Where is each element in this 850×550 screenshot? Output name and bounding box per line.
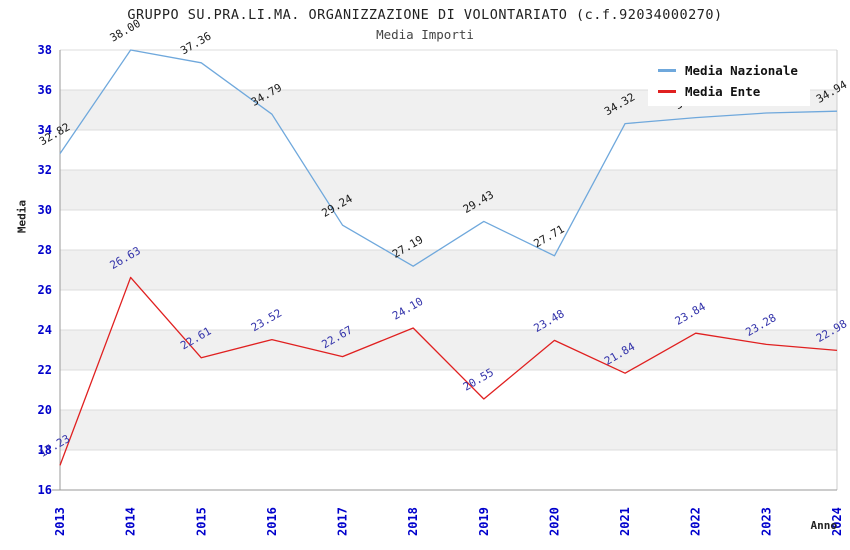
y-tick-label: 22 (38, 363, 52, 377)
data-label-media-ente: 24.10 (390, 295, 425, 323)
legend-swatch-media-nazionale (658, 69, 676, 72)
x-tick-label: 2014 (124, 507, 138, 536)
y-tick-label: 38 (38, 43, 52, 57)
y-tick-label: 16 (38, 483, 52, 497)
legend-swatch-media-ente (658, 90, 676, 93)
chart-title: GRUPPO SU.PRA.LI.MA. ORGANIZZAZIONE DI V… (127, 7, 723, 23)
series-line-media-nazionale (59, 49, 838, 267)
x-tick-label: 2020 (547, 507, 561, 536)
x-tick-label: 2021 (618, 507, 632, 536)
y-tick-label: 28 (38, 243, 52, 257)
y-tick-label: 36 (38, 83, 52, 97)
legend-item-media-nazionale: Media Nazionale (648, 60, 810, 81)
grid-band (60, 170, 837, 210)
data-label-media-ente: 23.84 (673, 300, 709, 328)
y-tick-label: 34 (38, 123, 52, 137)
x-axis-label: Anno (810, 519, 838, 532)
x-tick-label: 2018 (406, 507, 420, 536)
y-axis-label: Media (15, 199, 29, 234)
y-tick-label: 18 (38, 443, 52, 457)
grid-band (60, 410, 837, 450)
y-tick-label: 30 (38, 203, 52, 217)
data-label-media-ente: 17.23 (37, 432, 72, 460)
x-tick-label: 2017 (336, 507, 350, 536)
x-tick-label: 2024 (830, 507, 844, 536)
x-tick-label: 2016 (265, 507, 279, 536)
data-label-media-nazionale: 27.71 (531, 223, 566, 251)
x-tick-label: 2015 (194, 507, 208, 536)
grid-band (60, 250, 837, 290)
legend: Media Nazionale Media Ente (648, 56, 810, 106)
series-line-media-ente (59, 276, 838, 466)
legend-label-media-ente: Media Ente (685, 84, 761, 99)
x-tick-label: 2013 (53, 507, 67, 536)
legend-label-media-nazionale: Media Nazionale (685, 63, 798, 78)
x-tick-label: 2022 (689, 507, 703, 536)
y-tick-label: 20 (38, 403, 52, 417)
x-tick-label: 2019 (477, 507, 491, 536)
chart-subtitle: Media Importi (376, 27, 474, 42)
y-tick-label: 26 (38, 283, 52, 297)
x-tick-label: 2023 (759, 507, 773, 536)
y-tick-label: 24 (38, 323, 52, 337)
legend-item-media-ente: Media Ente (648, 81, 810, 102)
y-tick-label: 32 (38, 163, 52, 177)
